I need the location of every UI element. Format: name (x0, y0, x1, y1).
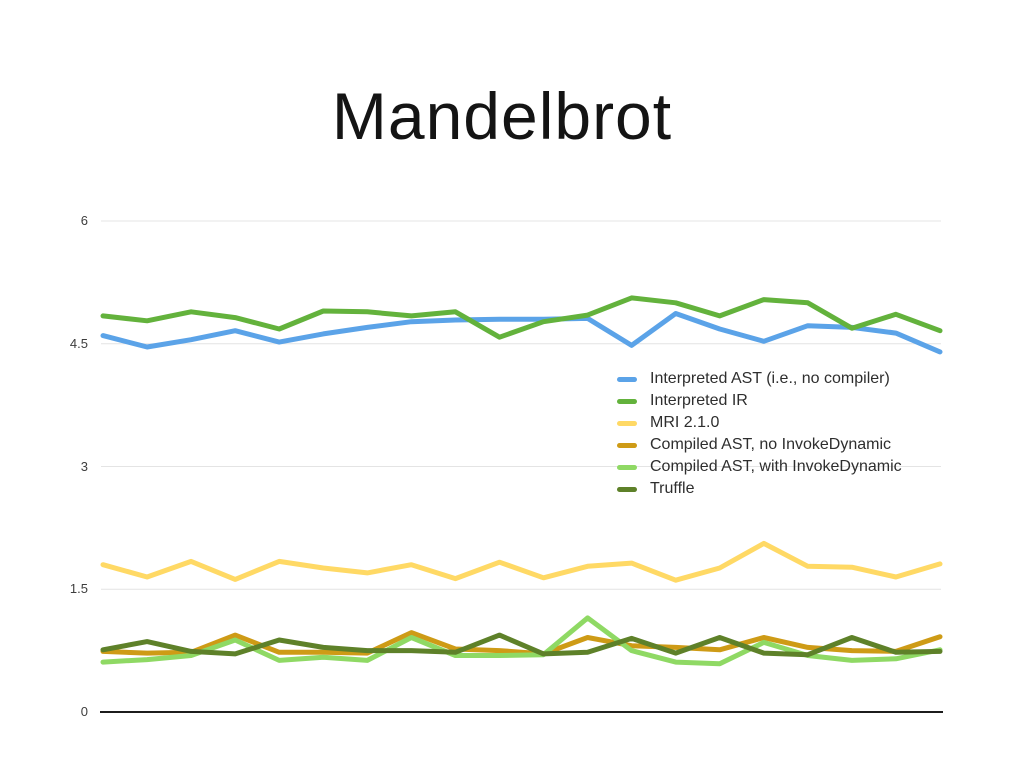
y-axis-tick-label: 1.5 (69, 581, 88, 597)
legend-swatch-icon (617, 398, 637, 404)
series-line (100, 311, 943, 355)
legend-item: Compiled AST, with InvokeDynamic (617, 458, 902, 475)
legend-label: Interpreted IR (650, 392, 748, 409)
legend-item: Interpreted AST (i.e., no compiler) (617, 370, 902, 387)
y-axis-tick-label: 6 (80, 213, 88, 228)
series-line (100, 615, 943, 667)
legend-item: Compiled AST, no InvokeDynamic (617, 436, 902, 453)
y-axis-tick-label: 0 (80, 704, 88, 719)
legend-swatch-icon (617, 486, 637, 492)
legend-item: MRI 2.1.0 (617, 414, 902, 431)
y-axis-tick-label: 4.5 (69, 335, 88, 351)
y-axis-tick-label: 3 (80, 458, 88, 474)
legend-label: Compiled AST, with InvokeDynamic (650, 458, 902, 475)
chart-title: Mandelbrot (331, 79, 673, 153)
legend-swatch-icon (617, 376, 637, 382)
legend-swatch-icon (617, 464, 637, 470)
legend-label: Interpreted AST (i.e., no compiler) (650, 370, 890, 387)
legend-swatch-icon (617, 442, 637, 448)
series-line (100, 540, 943, 583)
legend-swatch-icon (617, 420, 637, 426)
legend-label: Compiled AST, no InvokeDynamic (650, 436, 891, 453)
series-line (100, 632, 943, 658)
legend-item: Truffle (617, 480, 902, 497)
legend-label: Truffle (650, 480, 695, 497)
series-line (100, 295, 943, 340)
legend: Interpreted AST (i.e., no compiler) Inter… (617, 370, 902, 497)
legend-item: Interpreted IR (617, 392, 902, 409)
legend-label: MRI 2.1.0 (650, 414, 720, 431)
series-line (100, 630, 943, 657)
